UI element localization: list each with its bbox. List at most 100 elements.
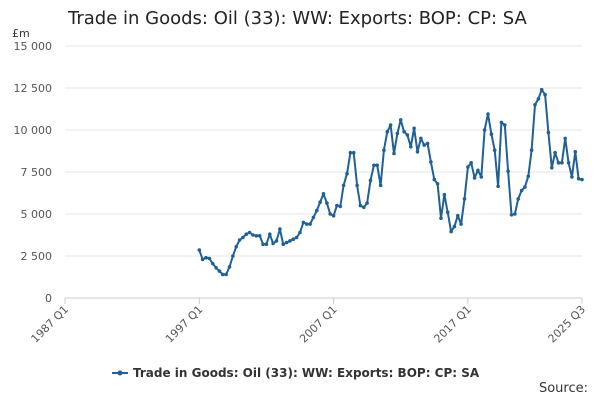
data-point[interactable] [445, 210, 450, 215]
data-point[interactable] [566, 161, 571, 165]
data-point[interactable] [516, 197, 520, 201]
data-point[interactable] [308, 222, 312, 226]
data-point[interactable] [227, 265, 232, 269]
data-point[interactable] [231, 254, 235, 258]
data-point[interactable] [513, 212, 517, 216]
data-point[interactable] [422, 143, 427, 147]
data-point[interactable] [395, 131, 400, 136]
data-point[interactable] [576, 176, 581, 181]
data-point[interactable] [402, 129, 406, 134]
data-point[interactable] [533, 103, 537, 107]
data-point[interactable] [207, 256, 212, 261]
data-point[interactable] [204, 255, 208, 260]
data-point[interactable] [298, 230, 302, 235]
data-point[interactable] [328, 212, 333, 216]
data-point[interactable] [415, 150, 420, 154]
data-point[interactable] [338, 204, 343, 209]
data-point[interactable] [580, 177, 584, 182]
data-point[interactable] [476, 168, 480, 173]
data-point[interactable] [462, 197, 467, 201]
data-point[interactable] [539, 87, 544, 92]
data-point[interactable] [214, 266, 218, 270]
data-point[interactable] [405, 133, 410, 137]
data-point[interactable] [331, 213, 336, 218]
data-point[interactable] [432, 177, 437, 182]
data-point[interactable] [264, 242, 269, 246]
data-point[interactable] [442, 192, 447, 197]
data-point[interactable] [335, 203, 339, 208]
data-point[interactable] [210, 261, 215, 266]
data-point[interactable] [254, 234, 259, 238]
data-point[interactable] [496, 184, 500, 189]
data-point[interactable] [419, 136, 423, 141]
data-point[interactable] [560, 161, 564, 165]
data-point[interactable] [241, 235, 245, 240]
data-point[interactable] [459, 222, 463, 226]
data-point[interactable] [197, 248, 202, 252]
data-point[interactable] [472, 176, 477, 180]
data-point[interactable] [388, 123, 393, 127]
data-point[interactable] [315, 208, 319, 213]
data-point[interactable] [271, 241, 275, 246]
legend[interactable]: Trade in Goods: Oil (33): WW: Exports: B… [112, 366, 480, 380]
data-point[interactable] [291, 237, 296, 241]
data-point[interactable] [509, 213, 514, 217]
data-point[interactable] [489, 132, 494, 136]
data-point[interactable] [358, 203, 363, 208]
data-point[interactable] [348, 150, 353, 155]
data-point[interactable] [368, 178, 373, 183]
data-point[interactable] [546, 130, 551, 135]
data-point[interactable] [556, 161, 561, 165]
data-point[interactable] [573, 150, 578, 154]
data-point[interactable] [281, 242, 286, 246]
data-point[interactable] [362, 205, 366, 210]
data-point[interactable] [492, 148, 497, 152]
data-point[interactable] [452, 224, 457, 229]
data-point[interactable] [325, 201, 329, 205]
data-point[interactable] [237, 238, 242, 242]
data-point[interactable] [482, 128, 487, 132]
data-point[interactable] [503, 123, 507, 127]
data-point[interactable] [301, 220, 306, 225]
data-point[interactable] [519, 188, 524, 193]
data-point[interactable] [217, 269, 222, 273]
data-point[interactable] [378, 183, 383, 188]
data-point[interactable] [385, 129, 390, 134]
data-point[interactable] [536, 97, 541, 101]
data-point[interactable] [268, 232, 272, 236]
data-point[interactable] [224, 272, 228, 277]
data-point[interactable] [469, 161, 474, 165]
legend-label[interactable]: Trade in Goods: Oil (33): WW: Exports: B… [133, 366, 480, 380]
data-point[interactable] [304, 222, 309, 226]
data-point[interactable] [257, 234, 262, 238]
data-point[interactable] [341, 183, 346, 188]
data-point[interactable] [523, 185, 527, 189]
data-point[interactable] [425, 141, 430, 146]
data-point[interactable] [382, 148, 386, 152]
data-point[interactable] [526, 174, 531, 178]
data-point[interactable] [321, 192, 326, 196]
data-point[interactable] [278, 227, 282, 231]
data-point[interactable] [412, 126, 416, 131]
data-point[interactable] [375, 163, 380, 168]
data-point[interactable] [449, 229, 453, 234]
data-point[interactable] [435, 182, 440, 186]
data-point[interactable] [570, 175, 574, 179]
data-point[interactable] [550, 166, 554, 170]
data-point[interactable] [372, 163, 376, 168]
data-point[interactable] [274, 239, 279, 243]
data-point[interactable] [221, 272, 225, 277]
data-point[interactable] [318, 200, 322, 204]
data-point[interactable] [392, 151, 396, 156]
data-point[interactable] [529, 148, 534, 152]
data-point[interactable] [247, 230, 252, 235]
data-point[interactable] [284, 240, 289, 245]
data-point[interactable] [288, 239, 292, 243]
data-point[interactable] [345, 171, 349, 176]
data-point[interactable] [251, 233, 255, 237]
data-point[interactable] [486, 112, 490, 116]
data-point[interactable] [466, 165, 470, 169]
data-point[interactable] [351, 150, 356, 155]
data-point[interactable] [563, 136, 567, 141]
data-point[interactable] [479, 175, 484, 179]
